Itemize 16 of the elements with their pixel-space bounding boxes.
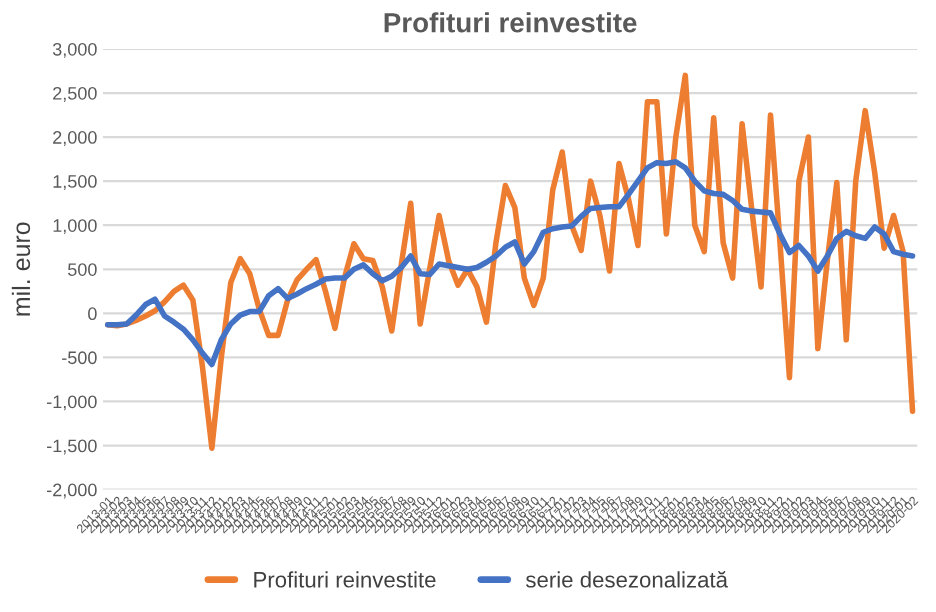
y-tick-label: -500 bbox=[62, 351, 97, 365]
y-tick-label: 500 bbox=[68, 263, 97, 276]
y-tick-label: -1,000 bbox=[47, 395, 97, 411]
y-tick-label: 2,500 bbox=[53, 86, 97, 102]
y-tick-label: 1,000 bbox=[53, 219, 97, 235]
y-tick-label: -2,000 bbox=[47, 483, 97, 499]
y-tick-label: 3,000 bbox=[52, 42, 97, 58]
legend-label: serie desezonalizată bbox=[526, 571, 728, 588]
y-tick-label: 0 bbox=[88, 307, 97, 321]
line-series bbox=[104, 158, 916, 368]
y-tick-label: 2,000 bbox=[53, 131, 97, 146]
y-axis-title: mil. euro bbox=[11, 222, 31, 316]
y-tick-label: 1,500 bbox=[53, 175, 97, 190]
chart-title: Profituri reinvestite bbox=[384, 12, 637, 33]
legend-label: Profituri reinvestite bbox=[254, 571, 436, 588]
y-tick-label: -1,500 bbox=[47, 439, 97, 455]
